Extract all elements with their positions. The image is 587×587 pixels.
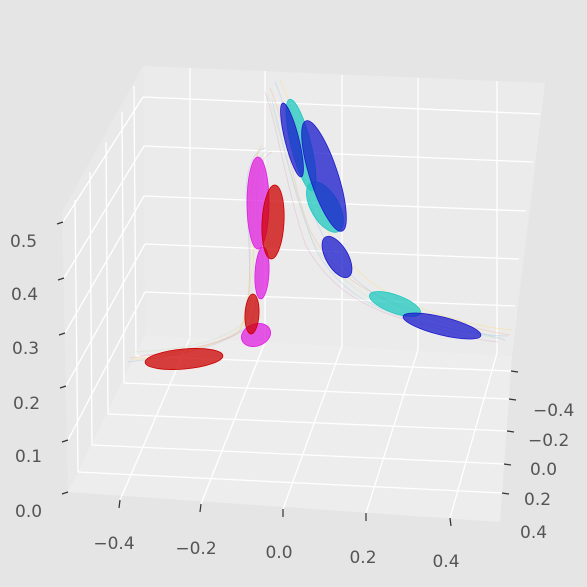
x-tick-label: −0.4 (93, 534, 134, 554)
z-tick-label: 0.1 (15, 447, 42, 467)
x-tick-label: 0.2 (349, 548, 376, 568)
red-ellipse (261, 184, 285, 260)
z-tick-label: 0.0 (15, 502, 42, 522)
z-tick-label: 0.5 (10, 232, 37, 252)
covariance-ellipses (144, 98, 482, 370)
z-tick-label: 0.3 (12, 339, 39, 359)
z-tick-labels: 0.0 0.1 0.2 0.3 0.4 0.5 (10, 232, 42, 522)
red-ellipse (244, 293, 260, 335)
y-tick-label: 0.0 (530, 460, 557, 480)
axis-ticks (56, 221, 519, 527)
blue-ellipse (301, 120, 347, 232)
x-tick-label: 0.4 (432, 552, 459, 572)
blue-ellipse (402, 312, 482, 340)
y-tick-label: 0.2 (524, 490, 551, 510)
grid-lines (62, 68, 541, 519)
y-tick-label: −0.2 (528, 431, 569, 451)
x-tick-labels: −0.4 −0.2 0.0 0.2 0.4 (93, 534, 459, 572)
blue-ellipse (321, 235, 353, 279)
x-tick-label: −0.2 (175, 539, 216, 559)
floor-pane (68, 335, 512, 522)
blue-ellipse (280, 102, 304, 178)
z-tick-label: 0.4 (11, 285, 38, 305)
y-tick-label: 0.4 (520, 523, 547, 543)
z-tick-label: 0.2 (13, 394, 40, 414)
x-tick-label: 0.0 (265, 543, 292, 563)
left-pane (62, 66, 145, 492)
y-tick-labels: −0.4 −0.2 0.0 0.2 0.4 (520, 401, 574, 543)
y-tick-label: −0.4 (533, 401, 574, 421)
red-ellipse (144, 348, 224, 370)
